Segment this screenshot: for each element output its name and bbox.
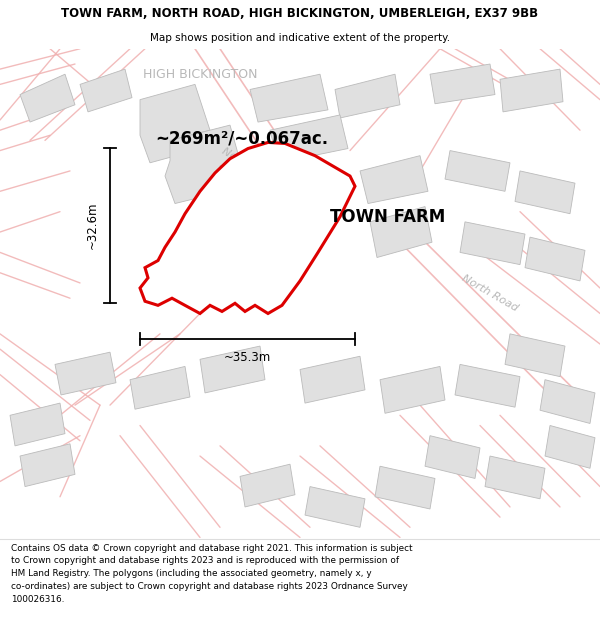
Polygon shape — [10, 403, 65, 446]
Polygon shape — [455, 364, 520, 407]
Polygon shape — [20, 74, 75, 122]
Polygon shape — [540, 379, 595, 424]
Polygon shape — [130, 366, 190, 409]
Text: North Road: North Road — [220, 146, 280, 186]
Polygon shape — [505, 334, 565, 377]
Polygon shape — [545, 426, 595, 468]
Polygon shape — [270, 115, 348, 162]
Polygon shape — [55, 352, 116, 395]
Polygon shape — [305, 487, 365, 528]
Polygon shape — [20, 444, 75, 487]
Polygon shape — [485, 456, 545, 499]
Polygon shape — [80, 69, 132, 112]
Text: TOWN FARM, NORTH ROAD, HIGH BICKINGTON, UMBERLEIGH, EX37 9BB: TOWN FARM, NORTH ROAD, HIGH BICKINGTON, … — [61, 7, 539, 20]
Text: North Road: North Road — [460, 273, 520, 313]
Text: Contains OS data © Crown copyright and database right 2021. This information is : Contains OS data © Crown copyright and d… — [11, 544, 412, 604]
Text: ~32.6m: ~32.6m — [86, 202, 98, 249]
Polygon shape — [380, 366, 445, 413]
Text: TOWN FARM: TOWN FARM — [330, 208, 445, 226]
Polygon shape — [140, 142, 355, 314]
Polygon shape — [500, 69, 563, 112]
Text: Map shows position and indicative extent of the property.: Map shows position and indicative extent… — [150, 33, 450, 43]
Polygon shape — [250, 74, 328, 122]
Text: HIGH BICKINGTON: HIGH BICKINGTON — [143, 68, 257, 81]
Polygon shape — [200, 346, 265, 393]
Polygon shape — [335, 74, 400, 118]
Polygon shape — [425, 436, 480, 479]
Polygon shape — [360, 156, 428, 204]
Polygon shape — [525, 237, 585, 281]
Polygon shape — [430, 64, 495, 104]
Polygon shape — [240, 464, 295, 507]
Polygon shape — [165, 125, 240, 204]
Polygon shape — [140, 84, 210, 162]
Polygon shape — [445, 151, 510, 191]
Polygon shape — [460, 222, 525, 264]
Polygon shape — [300, 356, 365, 403]
Polygon shape — [515, 171, 575, 214]
Text: ~35.3m: ~35.3m — [224, 351, 271, 364]
Polygon shape — [375, 466, 435, 509]
Polygon shape — [370, 207, 432, 258]
Text: ~269m²/~0.067ac.: ~269m²/~0.067ac. — [155, 129, 328, 148]
